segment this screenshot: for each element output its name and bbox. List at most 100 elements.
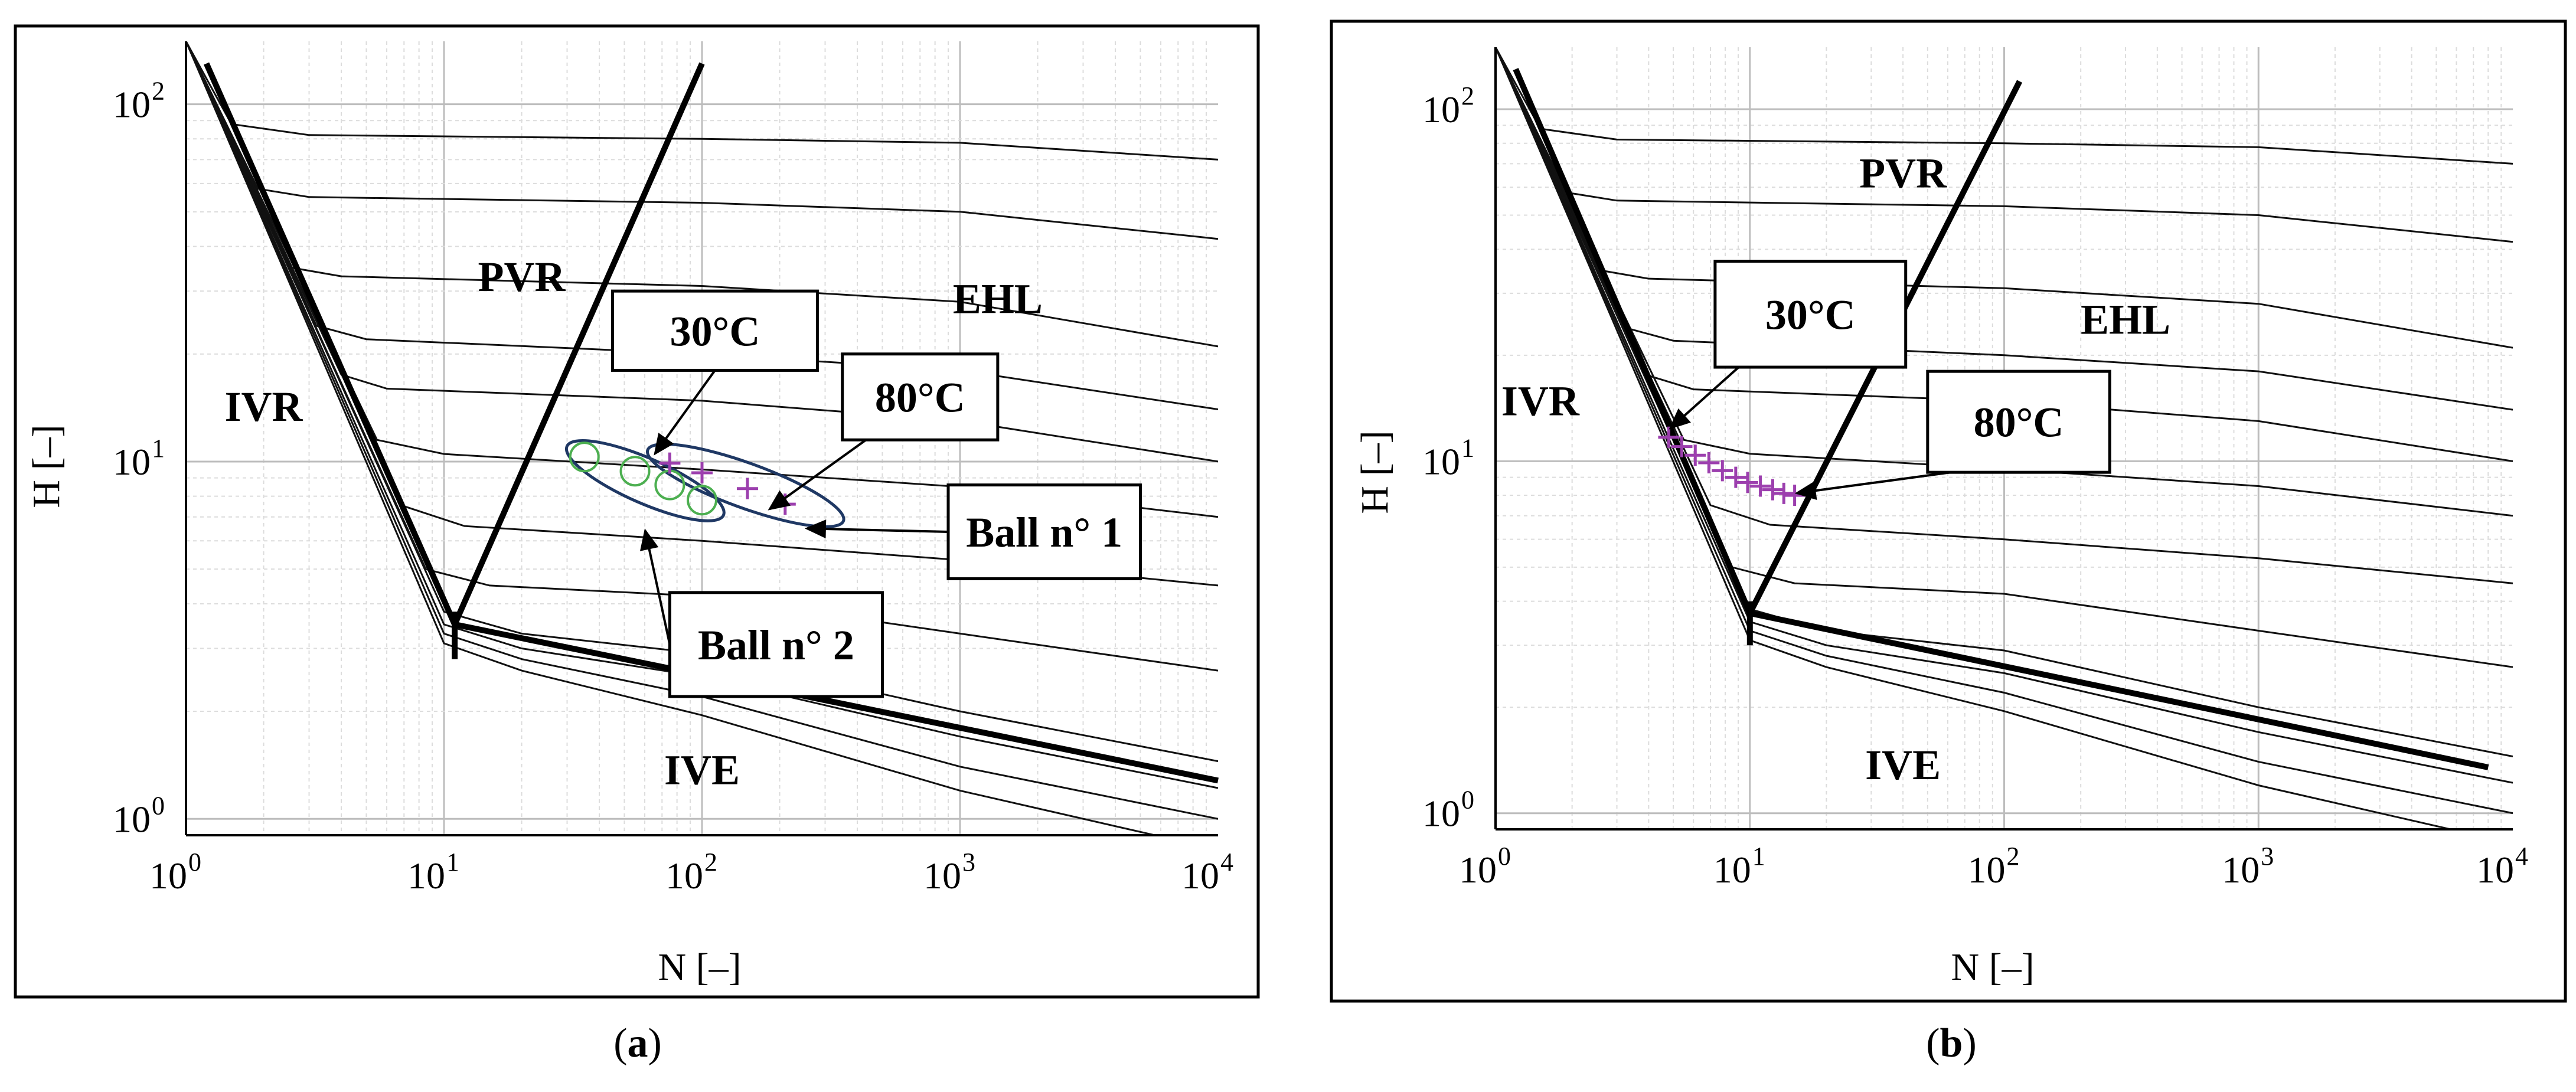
ivr-boundary (1513, 68, 1753, 614)
tick-exponent: 2 (152, 77, 165, 106)
tick-base: 10 (1422, 793, 1460, 835)
tick-base: 10 (923, 855, 961, 897)
tick-base: 10 (1422, 89, 1460, 130)
panel-caption: (b) (1926, 1021, 1977, 1066)
y-axis-label: H [–] (25, 424, 68, 508)
callout-box (841, 352, 1000, 442)
tick-exponent: 2 (2007, 842, 2020, 871)
region-label-ivr: IVR (225, 383, 303, 430)
plus-marker (659, 452, 681, 474)
callout-box (1713, 260, 1908, 369)
callout-arrow-head (768, 490, 791, 511)
callout-arrow-head (1794, 481, 1817, 500)
curve-line (186, 41, 1218, 763)
callout-arrow-line (769, 439, 867, 510)
tick-base: 10 (149, 855, 187, 897)
tick-exponent: 1 (152, 434, 165, 463)
x-tick-label: 102 (1968, 842, 2020, 891)
callout-box (610, 289, 819, 372)
region-label-ive: IVE (664, 747, 740, 794)
ivr-boundary (204, 62, 458, 626)
caption-letter: b (1940, 1021, 1963, 1066)
callout-arrow-line (1797, 471, 1952, 495)
curve-line (186, 41, 1218, 789)
y-axis-label: H [–] (1353, 430, 1396, 514)
plus-marker (1698, 452, 1720, 473)
callout-label: 30°C (1765, 291, 1856, 338)
circle-marker (619, 456, 651, 487)
curve-line (1496, 47, 2513, 584)
circle-marker (687, 485, 717, 516)
region-label-pvr: PVR (1859, 149, 1947, 197)
caption-letter: a (628, 1021, 648, 1066)
curve-line (1496, 47, 2513, 784)
callout-arrow-head (804, 519, 827, 539)
plus-marker (1762, 479, 1784, 501)
x-axis-label: N [–] (1951, 946, 2034, 989)
tick-exponent: 0 (188, 848, 201, 877)
curve-line (186, 41, 1159, 835)
region-labels: PVR EHL IVR IVE (225, 253, 1043, 794)
tick-exponent: 1 (1461, 433, 1474, 462)
tick-exponent: 3 (962, 848, 975, 877)
regime-boundaries (204, 62, 1219, 784)
x-tick-label: 100 (149, 848, 201, 897)
panel-caption: (a) (613, 1021, 662, 1066)
tick-exponent: 0 (1498, 842, 1511, 871)
region-label-ivr: IVR (1501, 378, 1580, 425)
plus-marker (1749, 475, 1771, 497)
region-labels: PVR EHL IVR IVE (1501, 149, 2170, 789)
curve-line (186, 41, 1218, 161)
tick-exponent: 3 (2261, 842, 2274, 871)
y-tick-label: 101 (113, 434, 165, 483)
x-tick-label: 101 (1713, 842, 1765, 891)
callout-label: Ball n° 1 (966, 509, 1122, 556)
data-markers (569, 442, 796, 516)
y-tick-label: 100 (113, 791, 165, 840)
y-tick-label: 102 (113, 77, 165, 126)
x-tick-label: 101 (407, 848, 459, 897)
x-tick-label: 104 (1181, 848, 1233, 897)
plus-marker (1773, 482, 1795, 504)
callout-label: 80°C (1974, 399, 2064, 446)
tick-exponent: 0 (1461, 786, 1474, 815)
curve-line (186, 41, 1218, 820)
x-axis-label: N [–] (658, 946, 741, 989)
tick-base: 10 (113, 84, 151, 126)
tick-exponent: 4 (2515, 842, 2528, 871)
tick-exponent: 0 (152, 791, 165, 820)
tick-exponent: 1 (446, 848, 459, 877)
y-tick-label: 101 (1422, 433, 1474, 482)
tick-exponent: 2 (1461, 81, 1474, 110)
callout-box (946, 483, 1142, 580)
plus-marker (1712, 460, 1733, 482)
panel-frame (14, 24, 1260, 999)
pvr-boundary (452, 62, 705, 626)
x-tick-label: 102 (665, 848, 717, 897)
callout-arrow-head (639, 528, 659, 551)
ive-boundary (1749, 610, 2489, 770)
ive-boundary (454, 622, 1219, 784)
plus-marker (1671, 436, 1693, 457)
callout-label: 80°C (875, 374, 965, 421)
tick-base: 10 (407, 855, 445, 897)
curve-line (1496, 47, 2513, 517)
callout-arrow-line (644, 530, 671, 645)
ellipse-ball-1 (645, 442, 845, 528)
tick-exponent: 2 (704, 848, 717, 877)
curve-line (186, 41, 1218, 240)
x-tick-label: 103 (923, 848, 975, 897)
region-label-ive: IVE (1865, 741, 1941, 789)
callouts: 30°C 80°C Ball n° 1 Ball n° 2 (610, 289, 1142, 698)
curve-line (1496, 47, 2513, 815)
y-tick-label: 102 (1422, 81, 1474, 130)
curve-line (1496, 47, 2513, 243)
plus-marker (1736, 472, 1758, 493)
tick-base: 10 (2476, 849, 2514, 891)
callouts: 30°C 80°C (1669, 260, 2111, 500)
panel-b: 100 101 102 103 104100101102PVREHLIVRIVE30°C… (1330, 19, 2567, 1066)
